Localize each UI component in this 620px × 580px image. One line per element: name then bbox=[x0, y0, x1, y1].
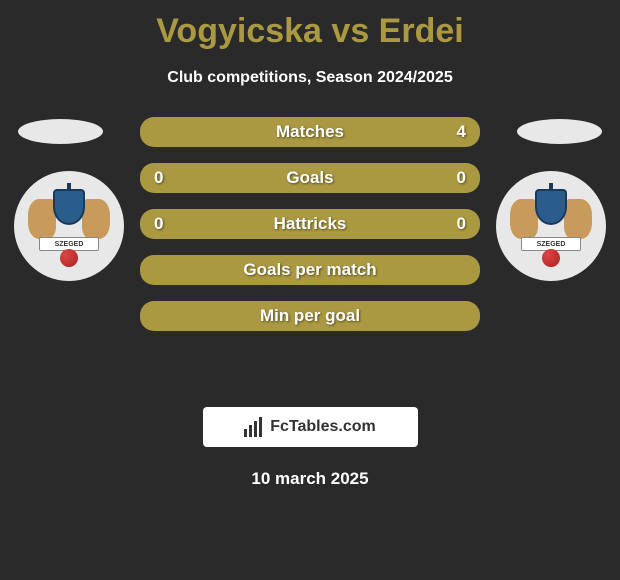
stat-label: Min per goal bbox=[260, 306, 360, 326]
ball-icon bbox=[542, 249, 560, 267]
stat-label: Hattricks bbox=[274, 214, 347, 234]
stat-row-goals: 0 Goals 0 bbox=[140, 163, 480, 193]
source-badge[interactable]: FcTables.com bbox=[203, 407, 418, 447]
lion-left-icon bbox=[510, 199, 538, 239]
stat-row-matches: Matches 4 bbox=[140, 117, 480, 147]
right-player-crest: SZEGED bbox=[496, 171, 606, 281]
ball-icon bbox=[60, 249, 78, 267]
stat-right-value: 4 bbox=[457, 122, 466, 142]
fctables-logo-icon bbox=[244, 417, 264, 437]
stat-row-hattricks: 0 Hattricks 0 bbox=[140, 209, 480, 239]
stat-row-gpm: Goals per match bbox=[140, 255, 480, 285]
shield-icon bbox=[535, 189, 567, 225]
comparison-area: SZEGED SZEGED Matches 4 0 Goals 0 0 Hatt… bbox=[0, 119, 620, 399]
subtitle: Club competitions, Season 2024/2025 bbox=[0, 69, 620, 87]
stat-label: Goals bbox=[286, 168, 333, 188]
stats-column: Matches 4 0 Goals 0 0 Hattricks 0 Goals … bbox=[140, 117, 480, 347]
left-name-pill bbox=[18, 119, 103, 144]
crest-graphic: SZEGED bbox=[506, 181, 596, 271]
stat-right-value: 0 bbox=[457, 214, 466, 234]
right-name-pill bbox=[517, 119, 602, 144]
shield-icon bbox=[53, 189, 85, 225]
lion-right-icon bbox=[564, 199, 592, 239]
stat-right-value: 0 bbox=[457, 168, 466, 188]
left-player-crest: SZEGED bbox=[14, 171, 124, 281]
stat-label: Goals per match bbox=[243, 260, 376, 280]
page-title: Vogyicska vs Erdei bbox=[0, 0, 620, 51]
stat-left-value: 0 bbox=[154, 168, 163, 188]
lion-left-icon bbox=[28, 199, 56, 239]
stat-left-value: 0 bbox=[154, 214, 163, 234]
lion-right-icon bbox=[82, 199, 110, 239]
source-text: FcTables.com bbox=[270, 418, 376, 436]
stat-row-mpg: Min per goal bbox=[140, 301, 480, 331]
crest-graphic: SZEGED bbox=[24, 181, 114, 271]
date-label: 10 march 2025 bbox=[0, 469, 620, 489]
stat-label: Matches bbox=[276, 122, 344, 142]
